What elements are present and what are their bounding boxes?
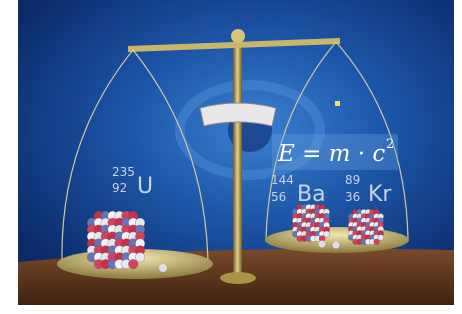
mass-number: 89 [345,173,360,187]
post-base [220,272,256,284]
pivot [231,29,245,43]
scene: 235 92 U 144 56 Ba 89 36 Kr E = m · c 2 [18,0,454,305]
formula: E = m · c [277,141,385,167]
nucleon [374,239,380,245]
neutron [333,242,340,249]
atomic-number: 36 [345,190,360,204]
post [233,40,242,275]
atomic-number: 56 [271,190,286,204]
element-symbol: Kr [368,182,392,207]
element-symbol: U [137,174,153,199]
atomic-number: 92 [112,181,127,195]
nucleon [128,259,138,269]
formula-exponent: 2 [386,137,394,152]
illustration: 235 92 U 144 56 Ba 89 36 Kr E = m · c 2 [0,0,462,314]
mass-number: 144 [271,173,294,187]
nucleon [135,252,145,262]
nucleon [378,235,384,241]
element-symbol: Ba [297,182,326,207]
neutron [319,241,326,248]
mass-number: 235 [112,165,135,179]
right-pan [265,227,409,253]
marker [335,101,340,106]
nucleon [323,231,329,237]
neutron [159,264,167,272]
